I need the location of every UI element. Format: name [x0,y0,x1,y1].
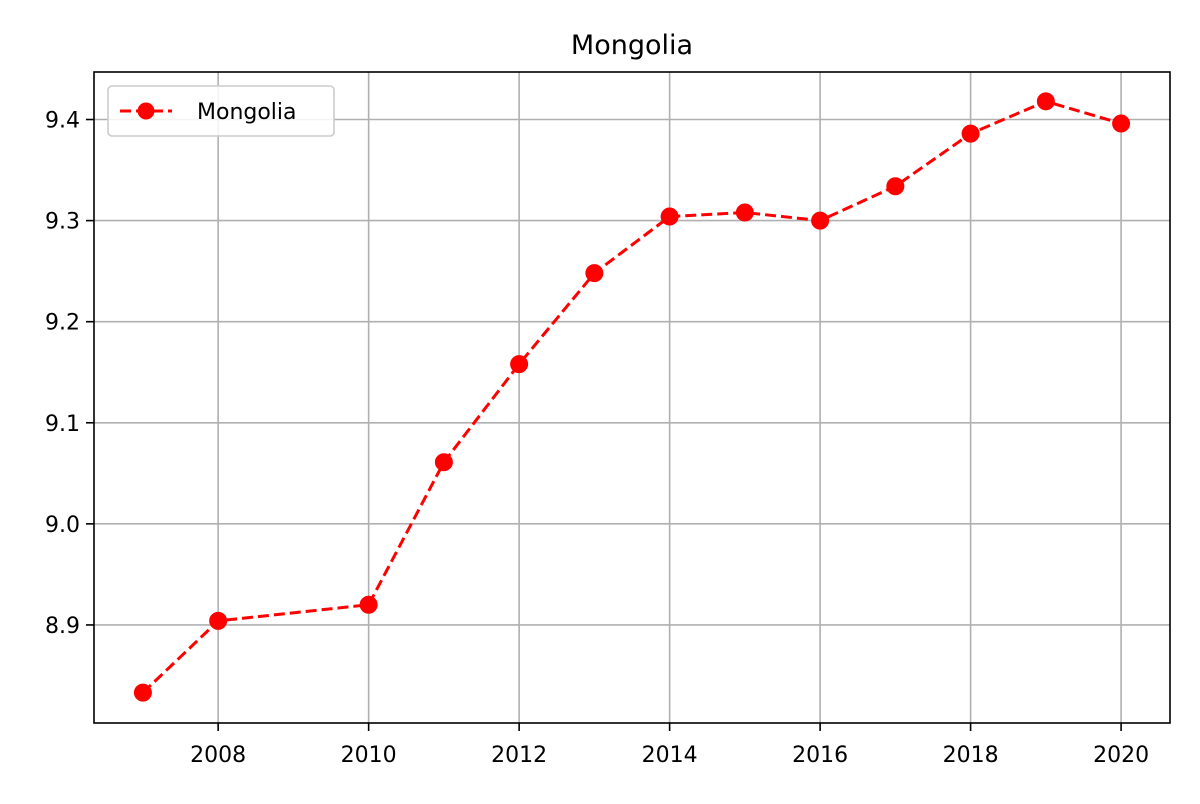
series-layer [133,92,1131,702]
data-point [1036,92,1055,111]
x-tick-label: 2016 [792,743,848,768]
y-tick-label: 8.9 [45,614,80,639]
data-point [811,211,830,230]
axes: 2008 2010 2012 2014 2016 2018 2020 8.9 9.0 9.1 9.2… [45,71,1171,768]
data-point [434,453,453,472]
data-point [510,355,529,374]
legend: Mongolia [107,85,335,137]
chart-title: Mongolia [571,30,693,61]
data-point [735,203,754,222]
data-point [359,595,378,614]
data-point [886,177,905,196]
y-tick-label: 9.3 [45,210,80,235]
data-point [1112,114,1131,133]
x-tick-label: 2012 [491,743,547,768]
x-tick-label: 2008 [190,743,246,768]
x-tick-label: 2018 [943,743,999,768]
y-tick-label: 9.1 [45,412,80,437]
x-tick-label: 2010 [341,743,397,768]
data-point [209,611,228,630]
legend-label: Mongolia [197,100,297,125]
data-point [961,124,980,143]
plot-frame [93,71,1171,724]
x-tick-label: 2014 [642,743,698,768]
y-tick-label: 9.0 [45,513,80,538]
data-point [585,264,604,283]
grid [94,72,1170,723]
data-point [660,207,679,226]
x-tick-label: 2020 [1093,743,1149,768]
data-point [133,683,152,702]
legend-marker-swatch [137,102,155,120]
y-tick-label: 9.4 [45,109,80,134]
legend-box [107,85,335,137]
y-tick-label: 9.2 [45,311,80,336]
